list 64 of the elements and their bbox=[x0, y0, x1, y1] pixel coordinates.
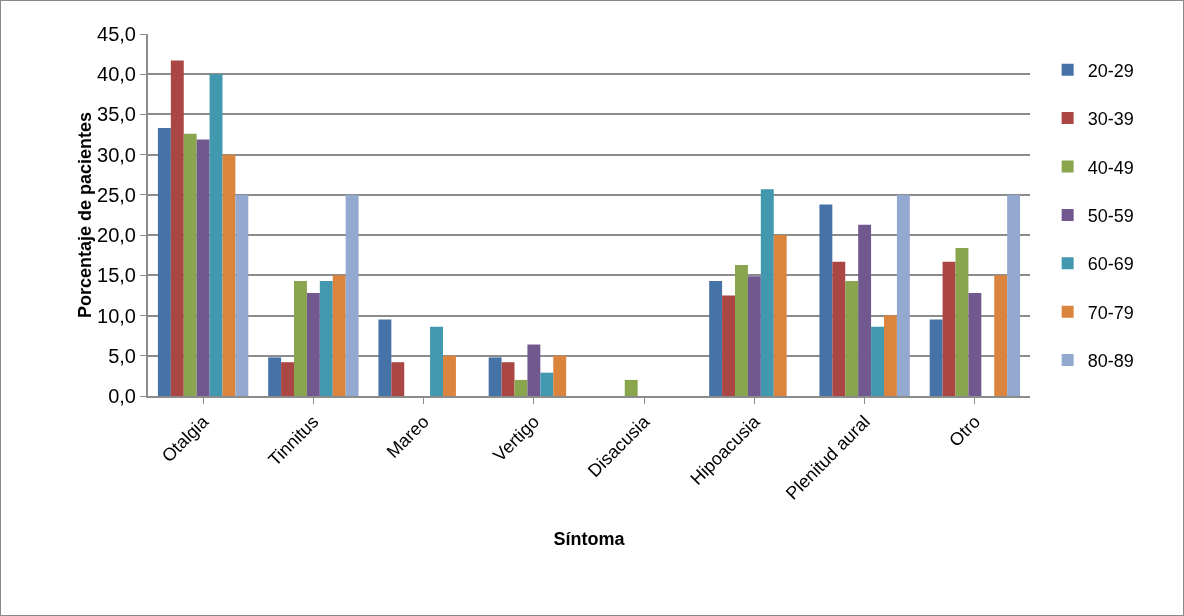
bar bbox=[760, 189, 774, 396]
bar bbox=[955, 247, 969, 396]
legend-label: 20-29 bbox=[1087, 60, 1134, 81]
y-axis-title: Porcentaje de pacientes bbox=[75, 111, 96, 319]
bar bbox=[858, 224, 872, 396]
bar bbox=[624, 379, 638, 396]
bar bbox=[281, 362, 294, 396]
bar bbox=[540, 372, 554, 396]
bar bbox=[294, 280, 307, 396]
bar bbox=[929, 319, 943, 396]
legend-label: 40-49 bbox=[1087, 157, 1134, 178]
bar bbox=[553, 355, 567, 396]
bar bbox=[722, 295, 735, 396]
bar bbox=[306, 293, 320, 396]
legend-label: 50-59 bbox=[1087, 205, 1134, 226]
bar bbox=[832, 261, 846, 396]
bar bbox=[235, 194, 249, 396]
bar bbox=[319, 280, 333, 396]
bar bbox=[773, 235, 787, 396]
bar bbox=[994, 275, 1008, 396]
bar bbox=[747, 276, 761, 396]
y-tick-label: 10,0 bbox=[97, 304, 136, 327]
bar bbox=[819, 204, 833, 396]
bar bbox=[430, 326, 443, 396]
y-tick-label: 15,0 bbox=[97, 264, 136, 287]
x-axis-title: Síntoma bbox=[553, 529, 626, 550]
bar bbox=[488, 357, 502, 396]
bar bbox=[183, 133, 197, 396]
bar bbox=[157, 128, 171, 396]
legend-label: 30-39 bbox=[1087, 109, 1134, 130]
bar bbox=[896, 194, 910, 396]
legend-label: 70-79 bbox=[1087, 302, 1134, 323]
y-tick-label: 0,0 bbox=[108, 385, 136, 407]
bar bbox=[196, 139, 210, 396]
x-tick-label: Otro bbox=[945, 411, 985, 451]
bar bbox=[209, 74, 223, 396]
bar bbox=[332, 275, 346, 396]
bar bbox=[942, 261, 956, 396]
y-tick-label: 30,0 bbox=[97, 143, 136, 166]
bar bbox=[735, 264, 748, 396]
legend-label: 60-69 bbox=[1087, 254, 1134, 275]
bar bbox=[378, 319, 392, 396]
bar bbox=[709, 280, 723, 396]
bar bbox=[514, 379, 528, 396]
y-tick-label: 45,0 bbox=[97, 23, 136, 45]
y-tick-label: 35,0 bbox=[97, 103, 136, 126]
bar bbox=[1007, 194, 1021, 396]
bar bbox=[170, 60, 184, 396]
bar bbox=[391, 362, 405, 396]
bar bbox=[845, 280, 859, 396]
bar bbox=[345, 194, 359, 396]
bar bbox=[527, 344, 541, 396]
y-tick-label: 20,0 bbox=[97, 224, 136, 247]
bar bbox=[268, 357, 282, 396]
bar bbox=[501, 362, 515, 396]
bar bbox=[443, 355, 456, 396]
y-tick-label: 25,0 bbox=[97, 183, 136, 206]
y-tick-label: 40,0 bbox=[97, 63, 136, 86]
legend-label: 80-89 bbox=[1087, 351, 1134, 372]
bar bbox=[884, 315, 897, 396]
bar bbox=[968, 293, 982, 396]
bar bbox=[222, 154, 236, 396]
bar bbox=[871, 326, 884, 396]
y-tick-label: 5,0 bbox=[108, 344, 136, 367]
